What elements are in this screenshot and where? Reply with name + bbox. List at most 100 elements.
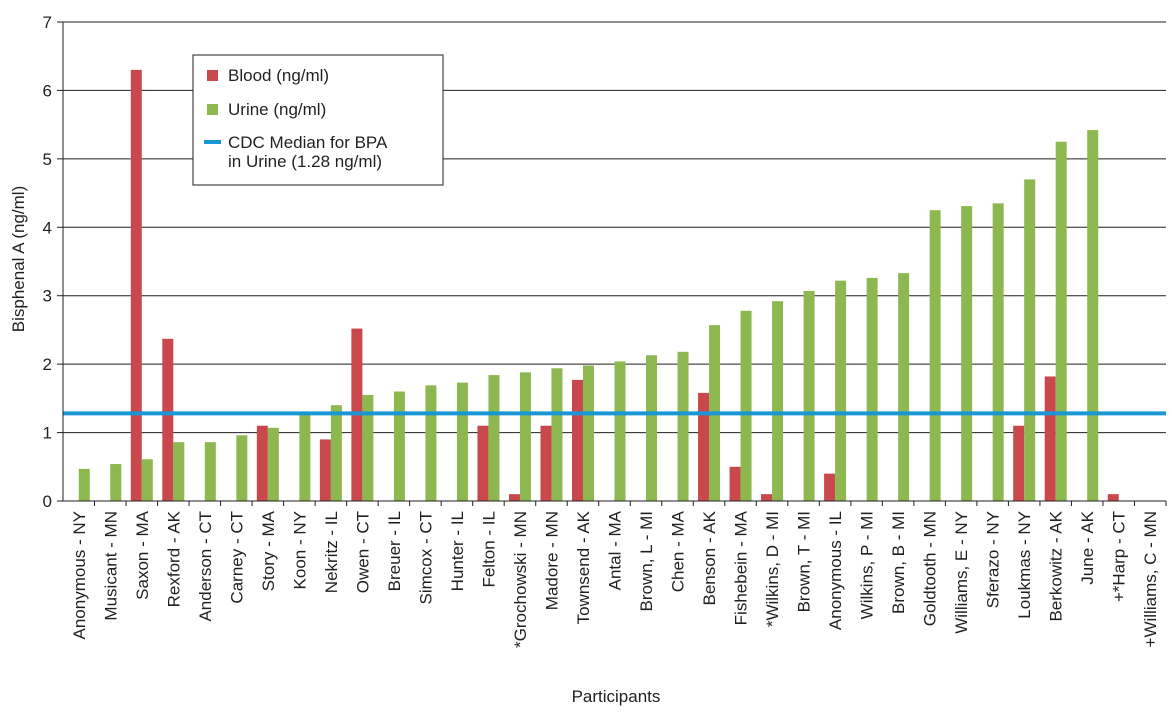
x-tick-label-25: Wilkins, P - MI [858,511,877,619]
x-tick-label-33: +*Harp - CT [1110,511,1129,602]
bar-urine-9 [362,394,374,501]
y-tick-label-1: 1 [43,424,52,443]
x-tick-label-10: Breuer - IL [385,511,404,591]
bar-urine-2 [141,459,153,501]
bar-urine-14 [519,372,531,501]
x-tick-label-17: Antal - MA [606,510,625,590]
x-tick-label-31: Berkowitz - AK [1047,510,1066,621]
legend-swatch-urine [207,104,218,115]
bar-urine-29 [992,203,1004,502]
bar-urine-4 [204,442,216,501]
y-tick-label-5: 5 [43,150,52,169]
y-tick-label-2: 2 [43,355,52,374]
bar-blood-21 [729,466,741,501]
x-tick-label-2: Saxon - MA [133,510,152,599]
x-tick-label-6: Story - MA [259,510,278,591]
bars [78,69,1119,502]
bar-urine-30 [1024,179,1036,501]
bar-blood-22 [761,494,773,501]
legend-label-urine: Urine (ng/ml) [228,100,326,119]
legend-box [192,54,444,186]
y-tick-label-0: 0 [43,492,52,511]
legend-label-blood: Blood (ng/ml) [228,66,329,85]
y-tick-label-3: 3 [43,287,52,306]
x-tick-label-5: Carney - CT [227,511,246,604]
bar-urine-10 [393,391,405,501]
legend-swatch-blood [207,70,218,81]
bar-urine-12 [456,382,468,501]
axes [57,21,1167,506]
x-tick-label-7: Koon - NY [290,511,309,589]
bar-urine-8 [330,405,342,501]
x-tick-label-8: Nekritz - IL [322,511,341,593]
bar-urine-22 [772,301,784,501]
bar-blood-16 [571,379,583,501]
x-tick-label-13: Felton - IL [479,511,498,588]
bar-blood-30 [1013,425,1025,501]
y-tick-label-4: 4 [43,218,52,237]
x-tick-label-9: Owen - CT [353,511,372,593]
legend-label-cdc-median-line1: CDC Median for BPA [228,133,388,152]
x-tick-label-12: Hunter - IL [448,511,467,591]
bar-urine-3 [173,442,185,501]
bar-blood-20 [698,392,710,501]
bar-blood-33 [1107,494,1119,501]
bar-blood-6 [256,425,268,501]
bar-blood-24 [824,473,836,501]
x-tick-label-24: Anonymous - IL [826,511,845,630]
x-tick-label-4: Anderson - CT [196,511,215,622]
bar-urine-23 [803,290,815,501]
bar-urine-19 [677,351,689,501]
bar-urine-32 [1087,130,1099,502]
bar-urine-16 [582,365,594,501]
x-tick-label-15: Madore - MN [542,511,561,610]
bar-urine-28 [961,206,973,501]
legend-label-cdc-median-line2: in Urine (1.28 ng/ml) [228,152,382,171]
bar-urine-26 [898,273,910,501]
legend: Blood (ng/ml) Urine (ng/ml) CDC Median f… [192,54,444,186]
y-tick-label-6: 6 [43,81,52,100]
x-tick-label-29: Sferazo - NY [984,511,1003,608]
x-tick-label-23: Brown, T - MI [795,511,814,612]
y-axis-label: Bisphenal A (ng/ml) [9,186,28,332]
bar-urine-24 [835,280,847,501]
bar-urine-25 [866,277,878,501]
x-tick-label-11: Simcox - CT [416,511,435,605]
bar-blood-8 [319,439,331,501]
x-tick-label-27: Goldtooth - MN [921,511,940,626]
bar-urine-5 [236,435,248,501]
x-tick-label-0: Anonymous - NY [70,511,89,640]
x-tick-label-18: Brown, L - MI [637,511,656,611]
x-tick-label-16: Townsend - AK [574,510,593,624]
y-tick-label-7: 7 [43,13,52,32]
bar-urine-27 [929,210,941,501]
x-axis-label: Participants [572,687,661,706]
x-tick-label-1: Musicant - MN [101,511,120,621]
bar-blood-3 [162,338,174,501]
bar-urine-1 [110,464,122,501]
x-tick-label-26: Brown, B - MI [889,511,908,614]
x-tick-label-14: *Grochowski - MN [511,511,530,648]
bar-urine-11 [425,385,437,501]
bar-urine-17 [614,361,626,501]
bar-blood-15 [540,425,552,501]
tick-labels: 0 1 2 3 4 5 6 7 Anonymous - NY Musicant - MN Saxon… [43,13,1161,648]
bar-blood-14 [508,494,520,501]
x-tick-label-28: Williams, E - NY [952,511,971,634]
x-tick-label-20: Benson - AK [700,510,719,605]
bar-urine-15 [551,368,563,501]
x-tick-label-3: Rexford - AK [164,510,183,607]
bar-urine-31 [1055,141,1067,501]
bar-urine-6 [267,427,279,501]
bar-blood-2 [130,69,142,502]
bar-urine-21 [740,310,752,501]
bar-blood-31 [1044,376,1056,501]
bar-urine-18 [646,355,658,501]
bar-urine-0 [78,468,90,501]
bar-urine-13 [488,375,500,501]
x-tick-label-30: Loukmas - NY [1015,511,1034,619]
bar-blood-13 [477,425,489,501]
x-tick-label-21: Fishebein - MA [732,510,751,625]
